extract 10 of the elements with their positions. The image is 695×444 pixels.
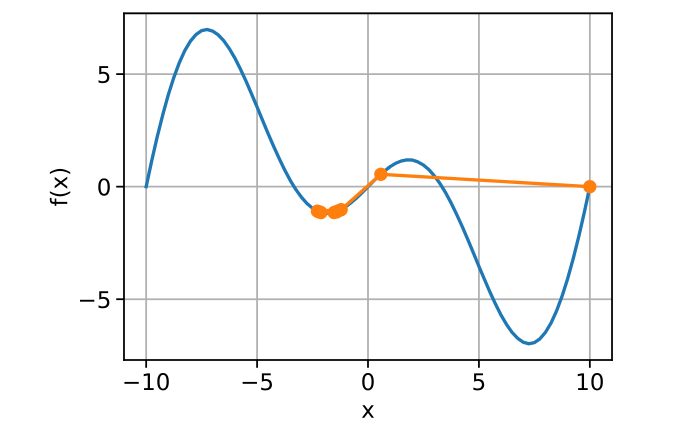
y-tick-label: 0 [98,178,110,196]
y-tick-label: 5 [98,66,110,84]
x-tick-label: 5 [473,373,484,390]
x-tick-label: −10 [124,373,169,390]
y-tick-label: −5 [80,291,110,308]
y-axis-title: f(x) [50,168,70,206]
x-tick-label: −5 [242,373,272,390]
x-axis-title: x [362,405,374,418]
x-tick-label: 10 [578,373,603,390]
x-tick-label: 0 [362,373,374,390]
